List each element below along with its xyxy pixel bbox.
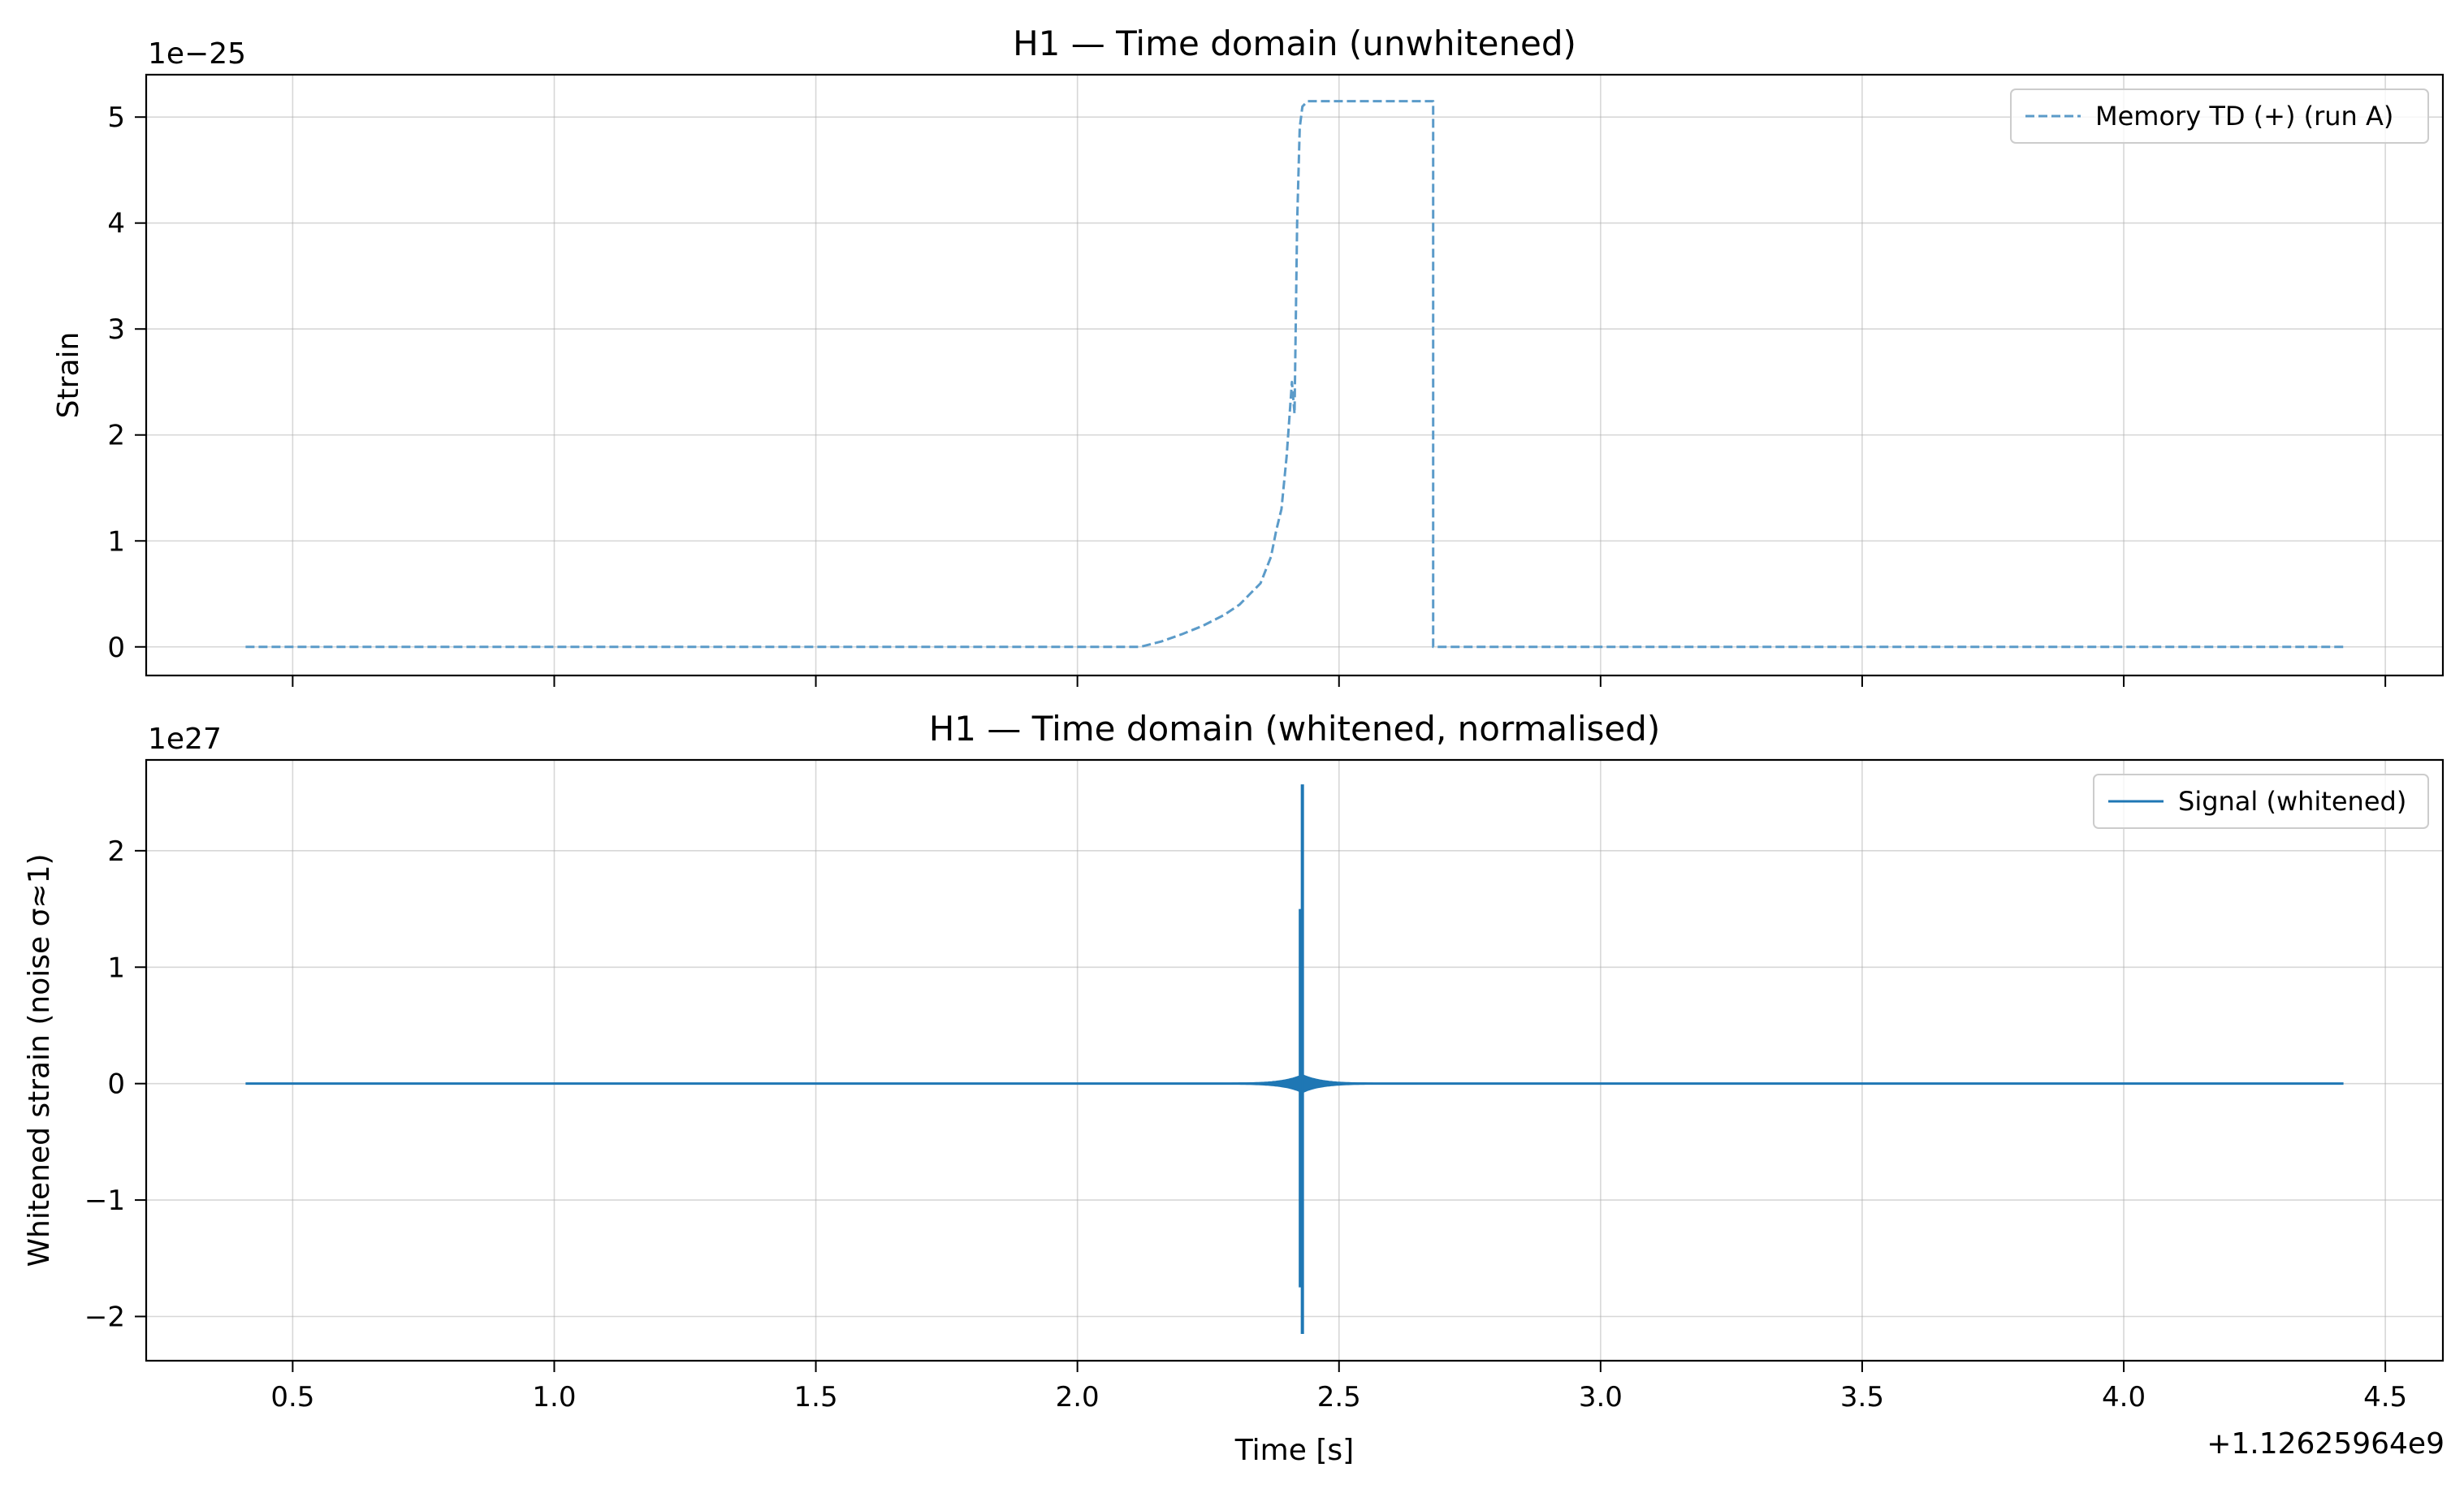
top-y-offset-label: 1e−25 [148, 37, 246, 71]
bottom-legend-label: Signal (whitened) [2178, 786, 2406, 817]
x-tick-label: 4.0 [2102, 1381, 2146, 1413]
y-tick-label: −1 [84, 1185, 125, 1217]
top-axes-frame [145, 73, 2445, 677]
bottom-legend: Signal (whitened) [2093, 774, 2429, 829]
top-x-ticks [292, 675, 2387, 687]
y-tick-label: −2 [84, 1301, 125, 1334]
bottom-x-ticks: 0.5 1.0 1.5 2.0 2.5 3.0 3.5 4.0 4.5 [270, 1361, 2407, 1413]
top-legend-box [2010, 88, 2429, 144]
memory-td-line [245, 100, 2344, 649]
top-legend: Memory TD (+) (run A) [2010, 88, 2429, 144]
top-y-axis-label: Strain [52, 332, 85, 419]
bottom-x-offset-label: +1.12625964e9 [2207, 1427, 2445, 1461]
bottom-y-axis-label: Whitened strain (noise σ≈1) [23, 853, 56, 1267]
y-tick-label: 2 [107, 420, 125, 452]
y-tick-label: 4 [107, 208, 125, 240]
y-tick-label: 3 [107, 313, 125, 346]
x-tick-label: 3.5 [1840, 1381, 1884, 1413]
y-tick-label: 1 [107, 952, 125, 984]
y-tick-label: 5 [107, 101, 125, 134]
bottom-y-offset-label: 1e27 [148, 723, 222, 756]
bottom-y-ticks: −2 −1 0 1 2 [84, 835, 146, 1334]
bottom-axes-frame [145, 758, 2445, 1362]
y-tick-label: 1 [107, 525, 125, 558]
bottom-panel: H1 — Time domain (whitened, normalised) … [23, 709, 2445, 1467]
top-series [245, 100, 2344, 649]
top-panel: H1 — Time domain (unwhitened) 1e−25 Stra… [52, 24, 2445, 687]
x-tick-label: 1.5 [794, 1381, 838, 1413]
x-tick-label: 2.0 [1056, 1381, 1100, 1413]
x-tick-label: 4.5 [2363, 1381, 2407, 1413]
bottom-series [245, 784, 2344, 1335]
x-tick-label: 1.0 [532, 1381, 576, 1413]
x-tick-label: 2.5 [1317, 1381, 1361, 1413]
y-tick-label: 0 [107, 1068, 125, 1101]
bottom-chart-title: H1 — Time domain (whitened, normalised) [929, 709, 1661, 749]
top-grid [146, 75, 2443, 675]
x-tick-label: 0.5 [270, 1381, 314, 1413]
bottom-grid [146, 760, 2443, 1361]
top-chart-title: H1 — Time domain (unwhitened) [1013, 24, 1576, 63]
top-y-ticks: 0 1 2 3 4 5 [107, 101, 146, 664]
bottom-legend-box [2093, 774, 2429, 829]
bottom-x-axis-label: Time [s] [1234, 1434, 1354, 1467]
y-tick-label: 0 [107, 632, 125, 664]
x-tick-label: 3.0 [1579, 1381, 1623, 1413]
y-tick-label: 2 [107, 835, 125, 868]
top-legend-label: Memory TD (+) (run A) [2095, 101, 2393, 132]
